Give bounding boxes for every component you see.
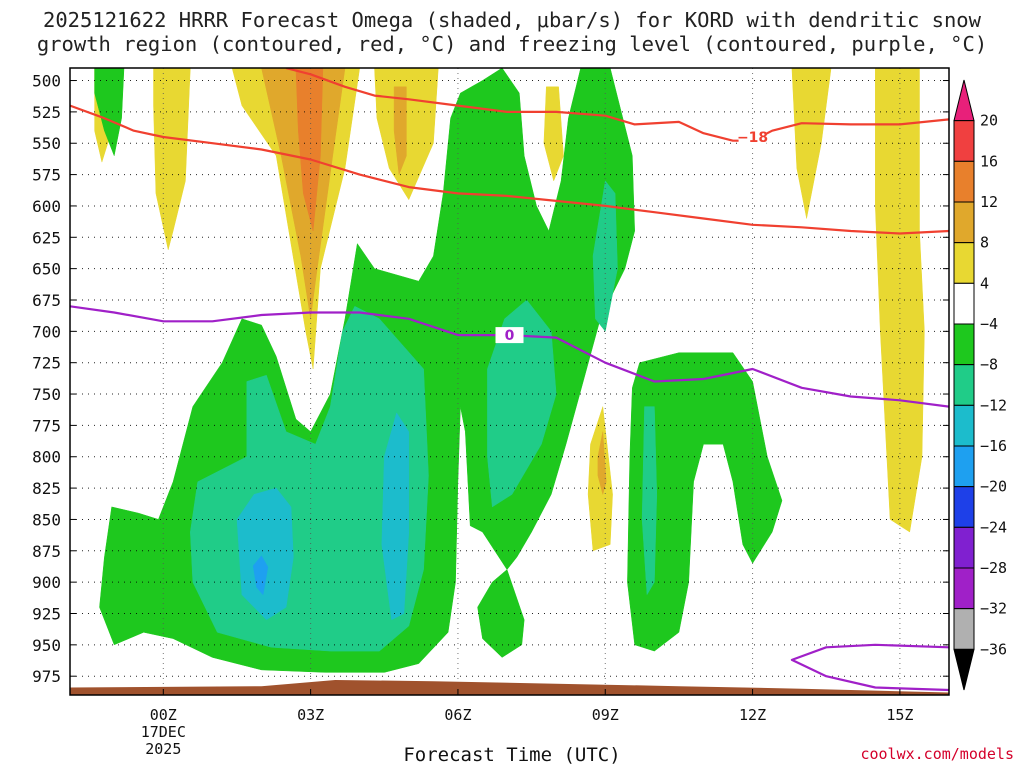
omega-region-yellow-7 (875, 68, 925, 533)
colorbar-band-cyan (953, 404, 975, 447)
contour-line-1 (285, 68, 949, 142)
y-tick-label-900: 900 (32, 573, 61, 592)
credit-link[interactable]: coolwx.com/models (860, 745, 1014, 763)
x-tick-label-12Z: 12Z (739, 706, 766, 724)
contour-label-bg-1 (495, 327, 524, 344)
y-tick-label-925: 925 (32, 604, 61, 623)
omega-region-teal-17 (487, 299, 557, 508)
x-tick-sublabel-date: 17DEC (141, 723, 186, 741)
y-tick-label-550: 550 (32, 134, 61, 153)
omega-region-lightblue-22 (252, 555, 269, 595)
colorbar-label-4: 4 (980, 274, 989, 292)
y-tick-label-725: 725 (32, 354, 61, 373)
omega-region-cyan-21 (381, 412, 410, 621)
omega-region-yellow-6 (791, 68, 832, 219)
x-tick-label-09Z: 09Z (592, 706, 619, 724)
y-tick-label-500: 500 (32, 72, 61, 91)
omega-shading (94, 68, 925, 673)
colorbar-band-yellow (953, 242, 975, 284)
colorbar-label-0: 20 (980, 112, 998, 130)
omega-region-green-15 (627, 352, 783, 652)
y-tick-label-975: 975 (32, 667, 61, 686)
chart-title: 2025121622 HRRR Forecast Omega (shaded, … (0, 8, 1024, 56)
x-tick-label-15Z: 15Z (886, 706, 913, 724)
omega-region-green-12 (94, 68, 125, 157)
omega-region-gold-9 (393, 86, 407, 175)
colorbar-label-7: −12 (980, 396, 1007, 414)
y-tick-label-950: 950 (32, 636, 61, 655)
contour-label-bg-0 (738, 128, 767, 145)
y-tick-label-875: 875 (32, 542, 61, 561)
colorbar-label-12: −32 (980, 600, 1007, 618)
colorbar-label-10: −24 (980, 518, 1007, 536)
y-tick-label-575: 575 (32, 166, 61, 185)
x-tick-label-03Z: 03Z (297, 706, 324, 724)
omega-region-green-14 (477, 569, 525, 658)
axes: 500 525 550 575 600 625 650 675 700 725 750 775 800 8… (32, 67, 950, 758)
plot-frame (69, 67, 950, 696)
title-line-1: 2025121622 HRRR Forecast Omega (shaded, … (43, 8, 981, 32)
colorbar-band-blue (953, 486, 975, 528)
contour-line-3 (790, 643, 949, 692)
colorbar-label-13: −36 (980, 640, 1007, 658)
contour-label-1: 0 (505, 328, 515, 344)
y-tick-label-625: 625 (32, 228, 61, 247)
colorbar-band-gold (953, 201, 975, 244)
colorbar-label-11: −28 (980, 559, 1007, 577)
colorbar-band-teal (953, 364, 975, 406)
ground-surface (70, 680, 949, 695)
contour-lines: −18 0 (70, 68, 949, 692)
x-tick-label-06Z: 06Z (444, 706, 471, 724)
y-tick-label-675: 675 (32, 291, 61, 310)
colorbar-band-black (953, 648, 975, 691)
colorbar-band-gray (953, 608, 975, 650)
omega-region-cyan-20 (236, 487, 294, 621)
y-tick-label-700: 700 (32, 322, 61, 341)
colorbar-band-lightblue (953, 445, 975, 488)
y-tick-label-850: 850 (32, 510, 61, 529)
colorbar-label-2: 12 (980, 193, 998, 211)
colorbar-band-purple (953, 567, 975, 610)
y-tick-label-750: 750 (32, 385, 61, 404)
colorbar-band-green (953, 323, 975, 366)
omega-region-teal-18 (592, 180, 618, 332)
y-tick-label-650: 650 (32, 260, 61, 279)
colorbar-label-5: −4 (980, 315, 998, 333)
y-tick-label-800: 800 (32, 448, 61, 467)
colorbar-band-orange (953, 160, 975, 203)
colorbar-label-6: −8 (980, 356, 998, 374)
title-line-2: growth region (contoured, red, °C) and f… (36, 32, 988, 56)
y-tick-label-600: 600 (32, 197, 61, 216)
colorbar-label-1: 16 (980, 152, 998, 170)
colorbar: 20 16 12 8 4 −4 −8 −12 −16 −20 −24 −28 −32 −36 (953, 79, 1007, 691)
colorbar-label-3: 8 (980, 234, 989, 252)
grid-lines (70, 68, 949, 695)
x-axis-label: Forecast Time (UTC) (403, 744, 621, 766)
x-tick-sublabel-year: 2025 (145, 740, 181, 758)
y-tick-label-775: 775 (32, 416, 61, 435)
colorbar-band-pink (953, 79, 975, 122)
colorbar-band-red (953, 120, 975, 162)
omega-region-orange-11 (295, 68, 324, 232)
ground-fill (70, 680, 949, 695)
omega-region-yellow-4 (543, 86, 564, 182)
omega-region-teal-19 (641, 406, 658, 595)
y-tick-label-825: 825 (32, 479, 61, 498)
colorbar-band-white (953, 282, 975, 325)
y-tick-label-525: 525 (32, 103, 61, 122)
contour-label-0: −18 (737, 130, 768, 146)
omega-region-yellow-1 (153, 68, 191, 251)
x-tick-label-00Z: 00Z (150, 706, 177, 724)
colorbar-label-8: −16 (980, 437, 1007, 455)
colorbar-label-9: −20 (980, 478, 1007, 496)
colorbar-band-violet (953, 526, 975, 569)
contour-line-0 (70, 104, 949, 235)
